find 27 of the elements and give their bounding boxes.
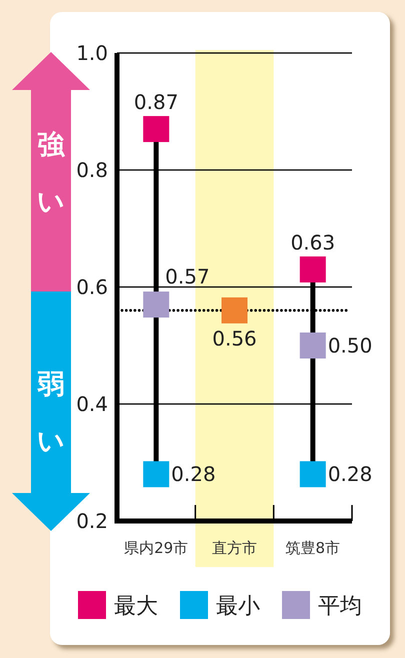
x-tick-label: 県内29市 <box>124 539 188 557</box>
data-label: 0.28 <box>328 462 372 486</box>
point <box>300 461 326 488</box>
point <box>300 332 326 358</box>
text: 強い <box>37 129 66 218</box>
text: 弱い <box>36 368 65 457</box>
legend-label: 平均 <box>318 594 362 619</box>
data-label: 0.56 <box>212 326 257 350</box>
point <box>300 256 326 282</box>
y-tick-label: 0.4 <box>76 392 108 416</box>
y-tick-label: 1.0 <box>76 41 108 65</box>
y-tick-label: 0.8 <box>76 158 108 182</box>
legend-label: 最小 <box>216 594 260 619</box>
point <box>143 116 170 142</box>
data-label: 0.57 <box>165 264 210 289</box>
y-tick-label: 0.6 <box>76 275 108 299</box>
point <box>143 461 170 488</box>
data-label: 0.50 <box>328 334 372 358</box>
x-tick-label: 筑豊8市 <box>286 539 340 557</box>
point <box>143 292 170 318</box>
data-label: 0.87 <box>134 90 178 114</box>
data-label: 0.28 <box>171 462 216 486</box>
data-label: 0.63 <box>290 230 336 254</box>
point <box>222 297 248 324</box>
legend-label: 最大 <box>114 594 158 619</box>
x-tick-label: 直方市 <box>212 539 257 557</box>
y-tick-label: 0.2 <box>76 509 108 533</box>
